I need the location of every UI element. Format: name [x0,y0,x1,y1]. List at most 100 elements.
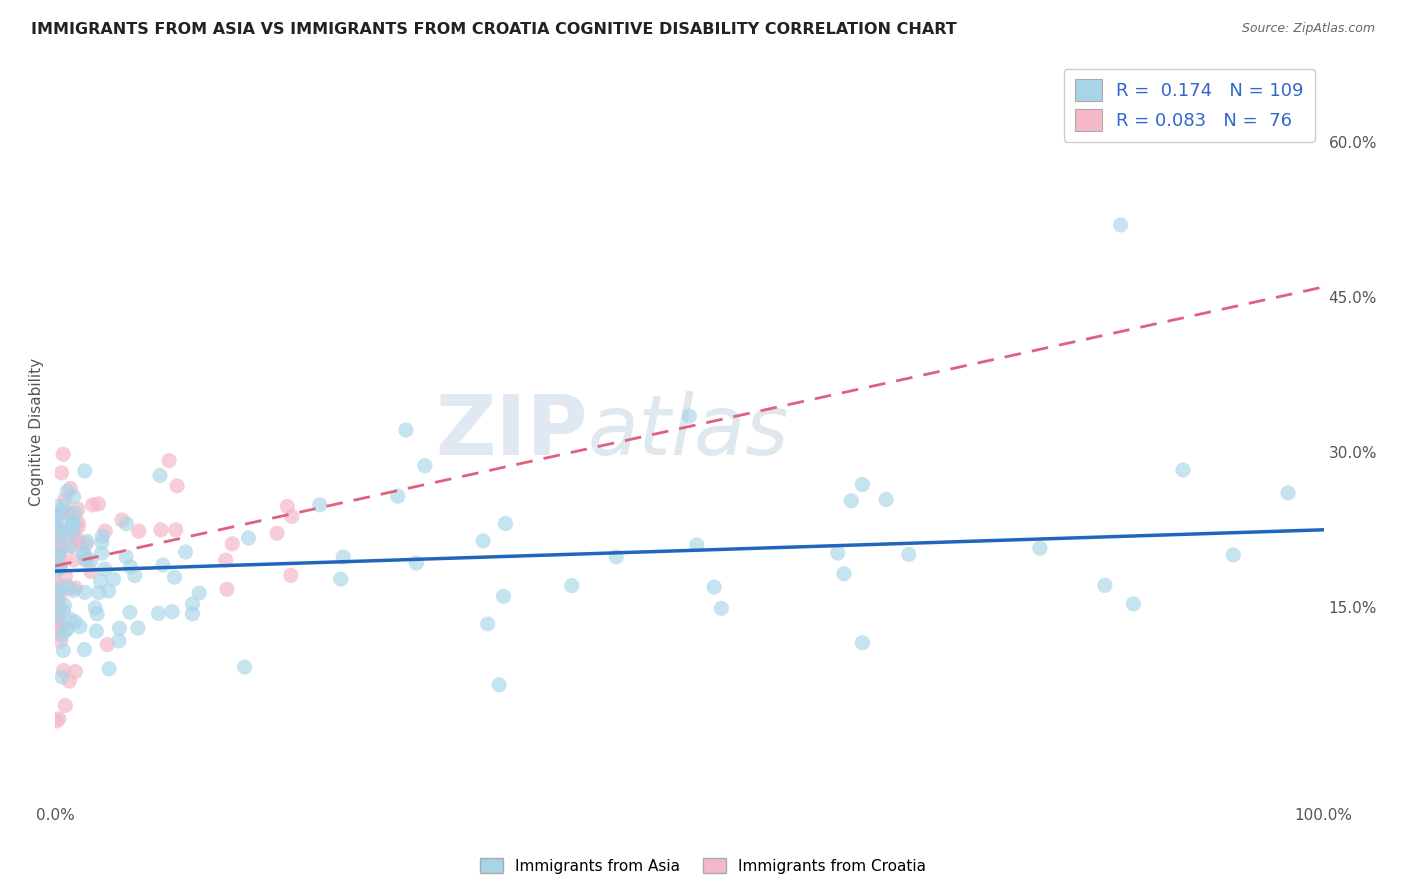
Point [55,624,77,638]
Point [897,547,920,561]
Point [832,566,855,581]
Point [96,638,118,652]
Point [238,531,260,545]
Point [82,498,104,512]
Point [48,599,70,614]
Point [73,464,96,478]
Point [67,516,90,530]
Point [51,505,73,519]
Point [94,524,117,538]
Point [49,541,72,555]
Point [69,536,91,550]
Point [90,535,112,549]
Point [63,615,86,629]
Point [280,568,302,582]
Text: Source: ZipAtlas.com: Source: ZipAtlas.com [1241,22,1375,36]
Point [67,519,90,533]
Point [56,484,79,499]
Point [59,612,82,626]
Point [276,500,298,514]
Point [108,621,131,635]
Point [48,558,70,573]
Point [492,590,515,604]
Point [46,591,69,606]
Point [678,409,700,423]
Point [90,546,112,560]
Point [62,524,84,538]
Point [152,558,174,572]
Point [53,598,76,612]
Point [51,526,73,541]
Point [221,537,243,551]
Point [56,622,79,636]
Point [46,524,69,538]
Point [477,617,499,632]
Point [49,623,72,637]
Point [75,537,97,551]
Point [188,586,211,600]
Point [149,523,172,537]
Point [45,596,67,610]
Point [174,545,197,559]
Point [45,614,67,628]
Point [233,660,256,674]
Point [66,502,89,516]
Point [1029,541,1052,556]
Point [60,539,83,553]
Point [84,601,107,615]
Point [103,572,125,586]
Point [1277,486,1299,500]
Point [55,569,77,583]
Point [73,585,96,599]
Point [329,572,352,586]
Point [76,552,98,566]
Point [1094,578,1116,592]
Point [49,560,72,574]
Point [281,509,304,524]
Point [52,643,75,657]
Point [46,562,69,576]
Point [58,581,80,595]
Text: ZIP: ZIP [436,391,588,472]
Point [45,556,67,570]
Point [62,524,84,539]
Point [49,549,72,563]
Point [45,607,67,621]
Point [53,698,76,713]
Point [66,533,89,547]
Point [266,526,288,541]
Point [128,524,150,539]
Point [48,590,70,604]
Point [851,477,873,491]
Point [181,607,204,621]
Point [48,584,70,599]
Point [65,581,87,595]
Point [160,605,183,619]
Point [45,576,67,591]
Point [51,466,73,480]
Point [875,492,897,507]
Point [48,611,70,625]
Point [48,712,70,726]
Point [75,553,97,567]
Point [48,548,70,562]
Point [127,621,149,635]
Point [149,468,172,483]
Point [163,570,186,584]
Point [1222,548,1244,562]
Point [111,513,134,527]
Point [45,500,67,514]
Point [52,664,75,678]
Point [59,482,82,496]
Point [59,539,82,553]
Point [827,546,849,560]
Point [108,634,131,648]
Point [387,489,409,503]
Point [703,580,725,594]
Point [214,553,236,567]
Text: atlas: atlas [588,391,790,472]
Point [49,557,72,571]
Point [395,423,418,437]
Point [73,546,96,560]
Legend: R =  0.174   N = 109, R = 0.083   N =  76: R = 0.174 N = 109, R = 0.083 N = 76 [1064,69,1315,142]
